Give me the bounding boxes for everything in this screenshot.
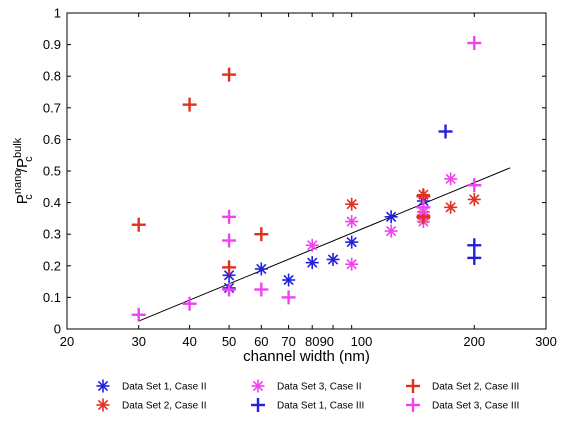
data-point — [182, 97, 197, 112]
data-point — [131, 307, 146, 322]
data-point — [222, 209, 237, 224]
x-tick-label: 70 — [281, 334, 295, 349]
legend-entry: Data Set 3, Case III — [406, 398, 519, 412]
y-axis: 0 0.1 0.2 0.3 0.4 0.5 0.6 0.7 0.8 0.9 1 — [43, 6, 546, 337]
data-point — [467, 192, 481, 206]
y-tick-label: 0.8 — [43, 69, 61, 84]
data-point — [282, 273, 296, 287]
legend-entry: Data Set 3, Case II — [251, 379, 362, 393]
data-point — [254, 282, 269, 297]
data-point — [222, 67, 237, 82]
legend-entry: Data Set 2, Case II — [96, 398, 207, 412]
legend-label: Data Set 3, Case II — [277, 382, 362, 393]
fit-line-group — [138, 167, 511, 322]
y-tick-label: 0.2 — [43, 258, 61, 273]
legend-marker — [406, 398, 420, 412]
legend: Data Set 1, Case II Data Set 2, Case II Da… — [96, 379, 519, 412]
legend-label: Data Set 2, Case II — [122, 401, 207, 412]
data-point — [467, 178, 482, 193]
x-tick-label: 100 — [351, 334, 373, 349]
legend-marker — [406, 379, 420, 393]
legend-marker — [251, 398, 265, 412]
data-point — [305, 256, 319, 270]
data-point — [305, 238, 319, 252]
data-points — [131, 36, 482, 322]
data-point — [131, 217, 146, 232]
x-tick-label: 300 — [535, 334, 557, 349]
x-axis: 20 30 40 50 60 70 80 90 100 200 300 — [60, 13, 557, 349]
legend-entry: Data Set 1, Case III — [251, 398, 364, 412]
y-tick-label: 0.9 — [43, 37, 61, 52]
data-point — [345, 257, 359, 271]
y-tick-label: 0 — [54, 322, 61, 337]
x-tick-label: 60 — [254, 334, 268, 349]
legend-label: Data Set 3, Case III — [432, 401, 519, 412]
y-axis-label: Pnanoc/Pbulkc — [12, 137, 35, 204]
y-axis-label-text: Pnanoc/Pbulkc — [12, 137, 35, 204]
data-point — [345, 215, 359, 229]
y-tick-label: 0.5 — [43, 164, 61, 179]
data-point — [467, 238, 482, 253]
x-tick-label: 50 — [222, 334, 236, 349]
fit-line — [138, 167, 511, 322]
legend-entry: Data Set 1, Case II — [96, 379, 207, 393]
legend-marker — [251, 379, 265, 393]
legend-label: Data Set 1, Case II — [122, 382, 207, 393]
y-tick-label: 0.7 — [43, 100, 61, 115]
y-tick-label: 0.4 — [43, 195, 61, 210]
data-point — [384, 210, 398, 224]
data-point — [281, 290, 296, 305]
legend-entry: Data Set 2, Case III — [406, 379, 519, 393]
x-tick-label: 200 — [463, 334, 485, 349]
data-point — [222, 268, 236, 282]
x-tick-label: 30 — [131, 334, 145, 349]
legend-label: Data Set 2, Case III — [432, 382, 519, 393]
data-point — [467, 36, 482, 51]
data-point — [444, 200, 458, 214]
legend-label: Data Set 1, Case III — [277, 401, 364, 412]
y-tick-label: 0.3 — [43, 227, 61, 242]
data-point — [467, 250, 482, 265]
data-point — [438, 124, 453, 139]
y-tick-label: 1 — [54, 6, 61, 21]
data-point — [444, 172, 458, 186]
data-point — [345, 197, 359, 211]
data-point — [222, 282, 237, 297]
data-point — [326, 252, 340, 266]
data-point — [254, 262, 268, 276]
data-point — [222, 233, 237, 248]
data-point — [416, 200, 431, 215]
x-tick-label: 40 — [182, 334, 196, 349]
plot-frame — [66, 12, 547, 330]
legend-marker — [96, 398, 110, 412]
x-tick-label: 90 — [320, 334, 334, 349]
x-tick-label: 20 — [60, 334, 74, 349]
y-tick-label: 0.6 — [43, 132, 61, 147]
x-tick-label: 80 — [305, 334, 319, 349]
data-point — [345, 235, 359, 249]
data-point — [254, 227, 269, 242]
data-point — [182, 296, 197, 311]
data-point — [384, 224, 398, 238]
x-axis-label: channel width (nm) — [243, 348, 370, 365]
data-point — [222, 260, 237, 275]
y-tick-label: 0.1 — [43, 290, 61, 305]
legend-marker — [96, 379, 110, 393]
plot-border — [66, 12, 547, 330]
